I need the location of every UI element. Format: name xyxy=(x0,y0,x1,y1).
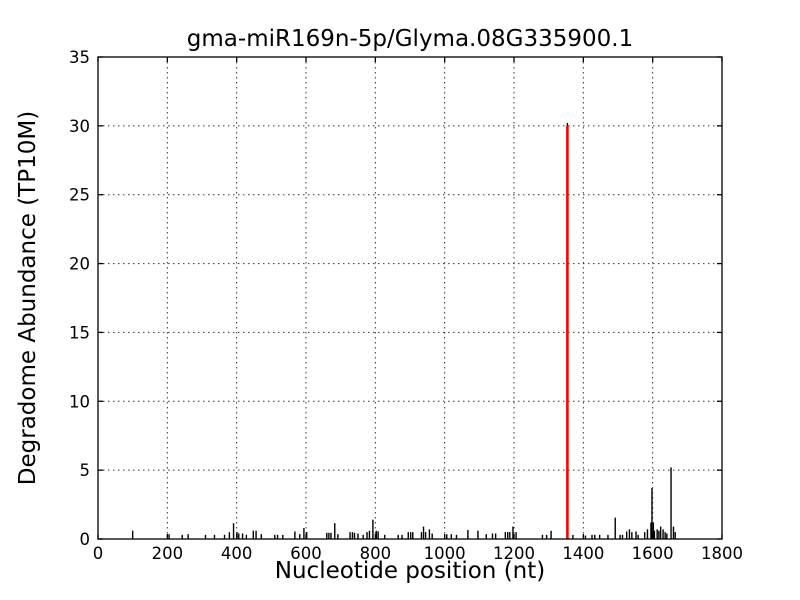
x-tick-label: 1200 xyxy=(493,544,535,563)
y-tick-label: 35 xyxy=(69,48,90,67)
x-tick-label: 800 xyxy=(360,544,392,563)
x-tick-label: 1000 xyxy=(424,544,466,563)
y-axis-label: Degradome Abundance (TP10M) xyxy=(15,110,41,486)
y-tick-label: 25 xyxy=(69,186,90,205)
y-tick-label: 30 xyxy=(69,117,90,136)
x-tick-label: 1800 xyxy=(701,544,743,563)
y-tick-label: 0 xyxy=(80,530,91,549)
y-tick-label: 20 xyxy=(69,255,90,274)
chart-title: gma-miR169n-5p/Glyma.08G335900.1 xyxy=(186,26,634,52)
x-tick-label: 1400 xyxy=(562,544,604,563)
x-tick-label: 1600 xyxy=(632,544,674,563)
x-axis-label: Nucleotide position (nt) xyxy=(274,558,546,584)
y-tick-label: 5 xyxy=(80,461,91,480)
x-tick-label: 400 xyxy=(221,544,253,563)
x-tick-label: 0 xyxy=(93,544,104,563)
plot-frame xyxy=(97,56,723,540)
y-tick-label: 15 xyxy=(69,323,90,342)
y-tick-label: 10 xyxy=(69,392,90,411)
x-tick-label: 200 xyxy=(152,544,184,563)
x-tick-label: 600 xyxy=(290,544,322,563)
